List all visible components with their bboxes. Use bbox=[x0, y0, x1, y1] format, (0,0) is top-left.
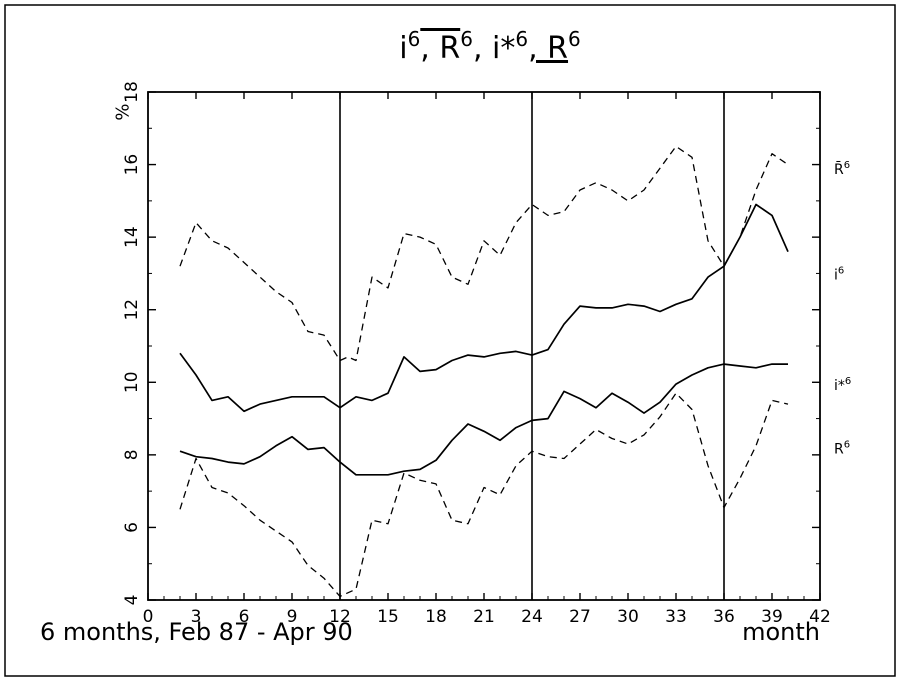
series-line bbox=[179, 392, 789, 598]
x-tick-label: 33 bbox=[665, 607, 687, 627]
y-tick-label: 16 bbox=[122, 154, 142, 176]
x-tick-label: 0 bbox=[143, 607, 154, 627]
plot-area bbox=[147, 91, 821, 601]
series-label: R6 bbox=[834, 440, 850, 458]
x-tick-label: 24 bbox=[521, 607, 543, 627]
y-tick-label: 14 bbox=[122, 226, 142, 248]
x-tick-label: 42 bbox=[809, 607, 831, 627]
chart-frame bbox=[4, 4, 896, 677]
x-tick-label: 15 bbox=[377, 607, 399, 627]
axes bbox=[147, 91, 821, 601]
chart-title: i6, R6, i*6, R6 bbox=[399, 27, 581, 66]
outer-frame bbox=[4, 4, 896, 677]
title-text: i6, R6, i*6, R6 bbox=[399, 27, 581, 66]
period-lines bbox=[339, 92, 725, 600]
x-tick-label: 30 bbox=[617, 607, 639, 627]
y-tick-label: 8 bbox=[122, 449, 142, 460]
series-line bbox=[179, 145, 789, 362]
x-tick-label: 36 bbox=[713, 607, 735, 627]
x-tick-label: 3 bbox=[191, 607, 202, 627]
x-tick-label: 27 bbox=[569, 607, 591, 627]
series-label: i6 bbox=[834, 265, 844, 283]
y-tick-label: 10 bbox=[122, 371, 142, 393]
y-tick-label: 6 bbox=[122, 522, 142, 533]
series-line bbox=[179, 363, 788, 476]
x-tick-label: 21 bbox=[473, 607, 495, 627]
y-tick-label: 18 bbox=[122, 81, 142, 103]
series-line bbox=[179, 203, 789, 413]
x-axis-label: month bbox=[742, 618, 820, 646]
y-tick-label: 12 bbox=[122, 299, 142, 321]
y-axis-label: % bbox=[113, 103, 134, 120]
series-label: i*6 bbox=[834, 376, 851, 394]
caption: 6 months, Feb 87 - Apr 90 bbox=[40, 618, 353, 646]
x-tick-label: 18 bbox=[425, 607, 447, 627]
x-tick-label: 12 bbox=[329, 607, 351, 627]
x-tick-label: 6 bbox=[239, 607, 250, 627]
series-labels: R̄6 i6 i*6 R6 bbox=[834, 160, 851, 457]
series-group bbox=[179, 145, 789, 598]
x-tick-label: 39 bbox=[761, 607, 783, 627]
x-tick-label: 9 bbox=[287, 607, 298, 627]
series-label: R̄6 bbox=[834, 160, 850, 178]
axis-text: 0 3 6 9 12 15 18 21 24 27 30 33 36 39 424681012141618%… bbox=[40, 81, 831, 646]
y-tick-label: 4 bbox=[122, 595, 142, 606]
